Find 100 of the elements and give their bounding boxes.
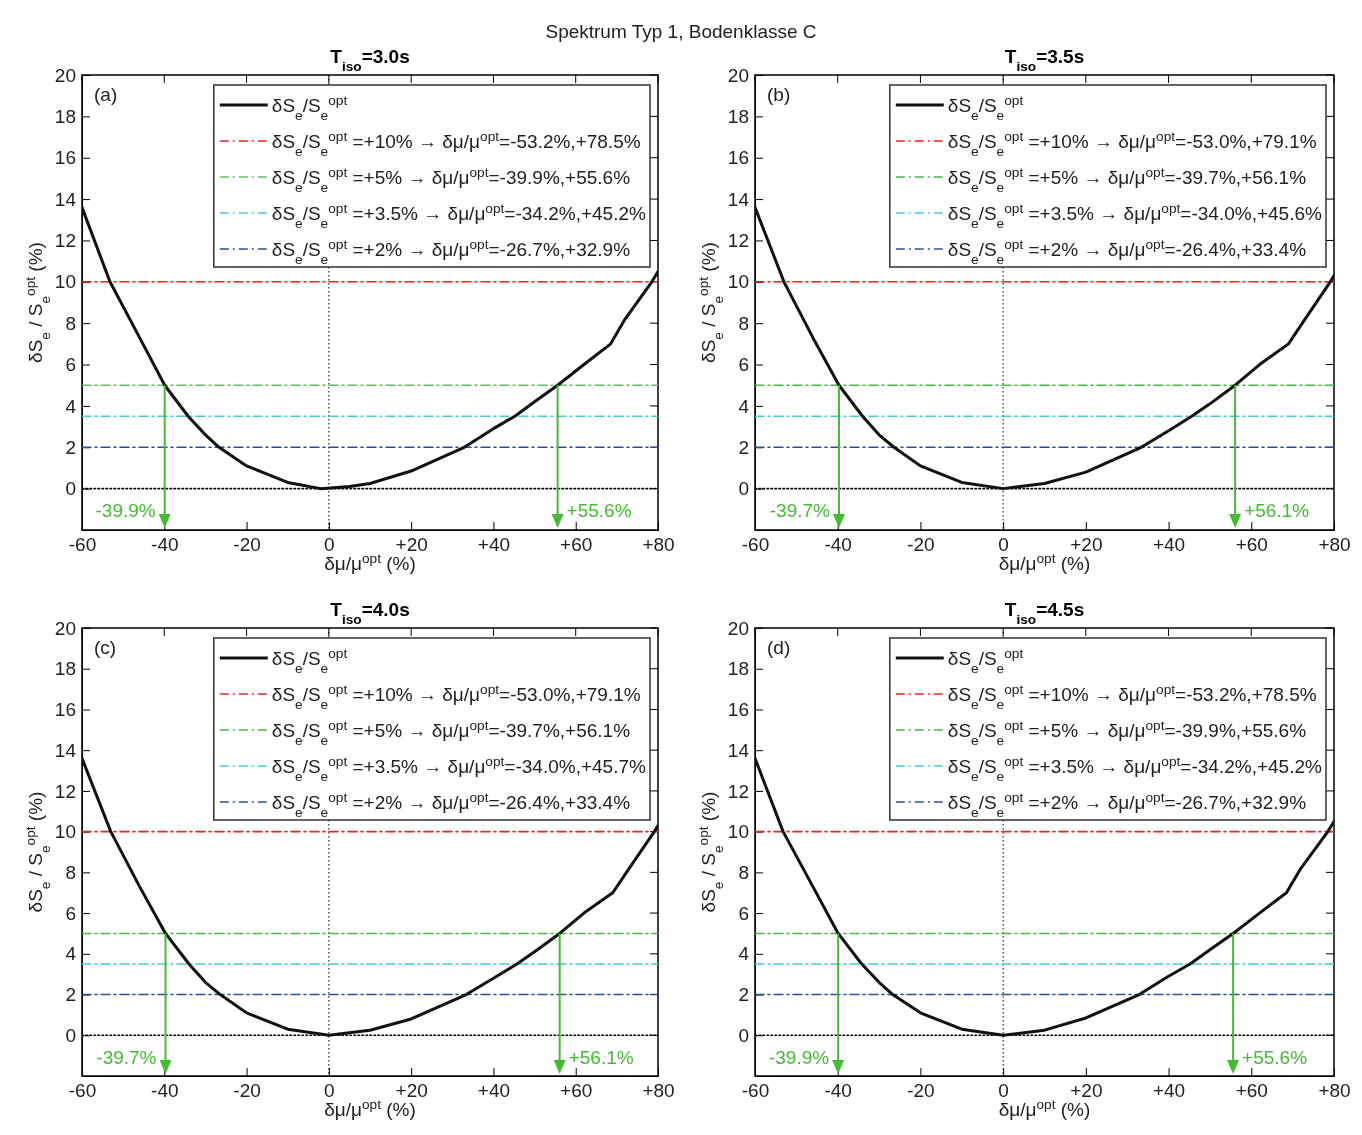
y-tick-label: 16 — [54, 699, 76, 721]
x-tick-label: -40 — [824, 534, 852, 556]
line-series — [755, 205, 1334, 491]
annotation: +56.1% — [568, 1046, 634, 1068]
legend-label: δS$_{e}$/S$_{e}$$^{opt}$ =+2% → δμ/μ$^{opt}$=-26.4%,+33.4% — [947, 236, 1307, 267]
legend-label: δS$_{e}$/S$_{e}$$^{opt}$ =+5% → δμ/μ$^{opt}$=-39.9%,+55.6% — [271, 164, 631, 195]
y-tick-label: 2 — [65, 436, 76, 458]
legend-label: δS$_{e}$/S$_{e}$$^{opt}$ =+3.5% → δμ/μ$^{opt}$=-34.2%,+45.2% — [271, 200, 646, 231]
y-tick-label: 16 — [727, 147, 749, 169]
y-tick-label: 6 — [65, 354, 76, 376]
y-tick-label: 18 — [727, 658, 749, 680]
y-tick-label: 0 — [738, 478, 749, 500]
y-tick-label: 10 — [54, 821, 76, 843]
annotation: -39.9% — [95, 500, 156, 522]
legend-label: δS$_{e}$/S$_{e}$$^{opt}$ =+10% → δμ/μ$^{opt}$=-53.2%,+78.5% — [271, 128, 641, 159]
annotation: (a) — [94, 84, 118, 105]
y-tick-label: 6 — [738, 902, 749, 924]
y-tick-label: 8 — [65, 861, 76, 883]
legend-label: δS$_{e}$/S$_{e}$$^{opt}$ =+3.5% → δμ/μ$^{opt}$=-34.0%,+45.7% — [271, 753, 646, 784]
y-tick-label: 4 — [738, 943, 750, 965]
y-tick-label: 8 — [65, 312, 76, 334]
y-tick-label: 8 — [738, 861, 749, 883]
legend-label: δS$_{e}$/S$_{e}$$^{opt}$ =+10% → δμ/μ$^{opt}$=-53.0%,+79.1% — [271, 681, 641, 712]
x-tick-label: -20 — [233, 534, 261, 556]
annotation: (c) — [94, 637, 117, 658]
x-tick-label: +80 — [642, 534, 675, 556]
y-tick-label: 14 — [727, 188, 750, 210]
y-tick-label: 10 — [54, 271, 76, 293]
y-tick-label: 4 — [738, 395, 750, 417]
y-tick-label: 16 — [54, 147, 76, 169]
x-tick-label: -40 — [151, 534, 179, 556]
y-tick-label: 4 — [65, 395, 77, 417]
y-tick-label: 6 — [738, 354, 749, 376]
line-series — [82, 756, 658, 1037]
y-tick-label: 0 — [738, 1024, 749, 1046]
annotation: (b) — [767, 84, 791, 105]
annotation: +55.6% — [566, 500, 632, 522]
y-tick-label: 12 — [727, 230, 749, 252]
y-tick-label: 2 — [738, 984, 749, 1006]
x-tick-label: -20 — [907, 534, 935, 556]
y-tick-label: 18 — [727, 105, 749, 127]
y-tick-label: 12 — [54, 230, 76, 252]
y-tick-label: 12 — [727, 780, 749, 802]
legend-label: δS$_{e}$/S$_{e}$$^{opt}$ =+5% → δμ/μ$^{opt}$=-39.7%,+56.1% — [947, 164, 1307, 195]
y-tick-label: 0 — [65, 1024, 76, 1046]
legend-label: δS$_{e}$/S$_{e}$$^{opt}$ =+3.5% → δμ/μ$^{opt}$=-34.0%,+45.6% — [947, 200, 1322, 231]
y-tick-label: 20 — [54, 64, 76, 86]
legend-label: δS$_{e}$/S$_{e}$$^{opt}$ =+2% → δμ/μ$^{opt}$=-26.7%,+32.9% — [271, 236, 631, 267]
x-tick-label: -20 — [233, 1080, 261, 1102]
y-tick-label: 10 — [727, 271, 749, 293]
legend-label: δS$_{e}$/S$_{e}$$^{opt}$ =+2% → δμ/μ$^{opt}$=-26.4%,+33.4% — [271, 789, 631, 820]
x-tick-label: +60 — [560, 1080, 593, 1102]
y-tick-label: 18 — [54, 658, 76, 680]
y-tick-label: 2 — [738, 436, 749, 458]
legend-label: δS$_{e}$/S$_{e}$$^{opt}$ =+10% → δμ/μ$^{opt}$=-53.2%,+78.5% — [947, 681, 1317, 712]
x-tick-label: +60 — [560, 534, 593, 556]
x-tick-label: +60 — [1235, 1080, 1268, 1102]
y-tick-label: 20 — [54, 617, 76, 639]
x-tick-label: -40 — [824, 1080, 852, 1102]
y-tick-label: 2 — [65, 984, 76, 1006]
text: Spektrum Typ 1, Bodenklasse C — [545, 21, 817, 42]
y-tick-label: 12 — [54, 780, 76, 802]
y-tick-label: 20 — [727, 64, 749, 86]
annotation: (d) — [767, 637, 791, 658]
x-tick-label: -20 — [907, 1080, 935, 1102]
legend-label: δS$_{e}$/S$_{e}$$^{opt}$ =+2% → δμ/μ$^{opt}$=-26.7%,+32.9% — [947, 789, 1307, 820]
chart-title: T$_{iso}$=4.0s — [330, 599, 410, 627]
annotation: -39.7% — [96, 1046, 157, 1068]
annotation: +55.6% — [1242, 1046, 1308, 1068]
x-tick-label: +40 — [1152, 534, 1186, 556]
y-tick-label: 0 — [65, 478, 76, 500]
x-tick-label: +40 — [477, 534, 511, 556]
x-tick-label: -60 — [68, 534, 97, 556]
y-tick-label: 8 — [738, 312, 749, 334]
legend-label: δS$_{e}$/S$_{e}$$^{opt}$ =+3.5% → δμ/μ$^{opt}$=-34.2%,+45.2% — [947, 753, 1322, 784]
chart-title: T$_{iso}$=3.5s — [1004, 46, 1085, 74]
y-tick-label: 14 — [727, 739, 750, 761]
y-tick-label: 20 — [727, 617, 749, 639]
x-tick-label: -40 — [151, 1080, 179, 1102]
x-tick-label: -60 — [741, 534, 770, 556]
chart-title: T$_{iso}$=4.5s — [1004, 599, 1085, 627]
x-tick-label: +80 — [1318, 1080, 1351, 1102]
legend-label: δS$_{e}$/S$_{e}$$^{opt}$ =+10% → δμ/μ$^{opt}$=-53.0%,+79.1% — [947, 128, 1317, 159]
y-tick-label: 4 — [65, 943, 77, 965]
x-tick-label: -60 — [741, 1080, 770, 1102]
line-series — [82, 205, 658, 491]
x-tick-label: +80 — [642, 1080, 675, 1102]
x-tick-label: +60 — [1235, 534, 1268, 556]
legend-label: δS$_{e}$/S$_{e}$$^{opt}$ =+5% → δμ/μ$^{opt}$=-39.7%,+56.1% — [271, 717, 631, 748]
x-tick-label: -60 — [68, 1080, 97, 1102]
chart-title: T$_{iso}$=3.0s — [330, 46, 410, 74]
y-tick-label: 16 — [727, 699, 749, 721]
annotation: -39.7% — [769, 500, 831, 522]
annotation: -39.9% — [768, 1046, 830, 1068]
y-tick-label: 18 — [54, 105, 76, 127]
y-tick-label: 6 — [65, 902, 76, 924]
y-tick-label: 14 — [54, 739, 77, 761]
x-tick-label: +40 — [1152, 1080, 1186, 1102]
x-tick-label: +40 — [477, 1080, 511, 1102]
annotation: +56.1% — [1244, 500, 1310, 522]
